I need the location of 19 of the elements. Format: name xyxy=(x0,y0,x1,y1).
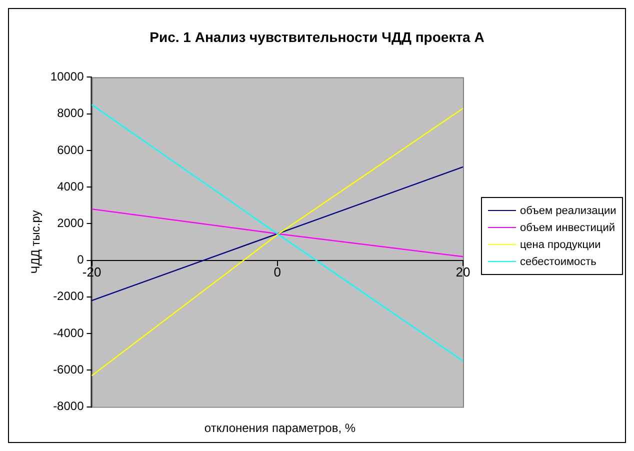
y-tick-label: -8000 xyxy=(53,399,84,414)
y-tick-label: -6000 xyxy=(53,362,84,376)
x-tick-label: 20 xyxy=(456,264,470,280)
chart-title: Рис. 1 Анализ чувствительности ЧДД проекта А xyxy=(148,29,486,45)
y-tick-label: -4000 xyxy=(53,326,84,340)
legend-label: цена продукции xyxy=(520,238,601,250)
y-tick-label: 6000 xyxy=(57,142,84,157)
y-tick-label: -2000 xyxy=(53,289,84,304)
y-tick-label: 8000 xyxy=(57,106,84,120)
x-axis-title: отклонения параметров, % xyxy=(203,421,357,435)
y-tick-label: 0 xyxy=(77,252,84,267)
y-axis-title: ЧДД тыс.ру xyxy=(28,210,43,274)
legend-label: объем инвестиций xyxy=(520,222,615,234)
y-tick-label: 10000 xyxy=(50,70,84,84)
x-tick-label: 0 xyxy=(274,264,281,280)
y-tick-label: 2000 xyxy=(57,216,84,230)
legend-label: себестоимость xyxy=(520,256,596,268)
y-tick-label: 4000 xyxy=(57,179,84,194)
legend-label: объем реализации xyxy=(520,204,616,216)
